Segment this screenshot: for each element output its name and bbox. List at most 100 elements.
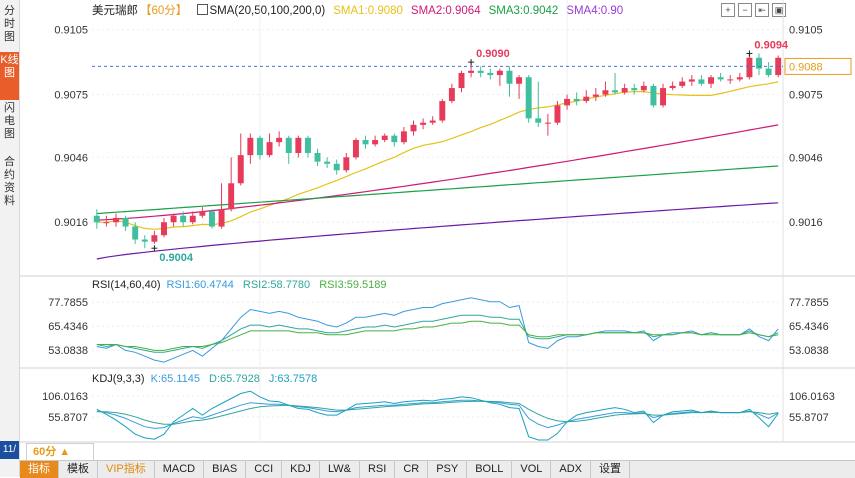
candle-body [420,122,427,125]
rsi-y-tick-left: 77.7855 [48,297,88,309]
candle-body [717,77,724,80]
candle-body [285,137,292,153]
y-tick-left: 0.9016 [54,217,88,229]
sma2-line [96,124,779,221]
tab-7[interactable]: LW& [320,461,360,478]
candle-body [132,226,139,240]
sma3-line [96,165,779,215]
candle-body [343,157,350,171]
candle-body [103,222,110,224]
candle-body [468,70,475,73]
back-icon[interactable]: ⇤ [755,3,769,17]
candle-body [765,68,772,76]
candle-body [477,70,484,73]
price-panel: 0.9105 0.9105 0.9075 0.9075 0.9046 0.9046 0.90… [54,25,852,264]
y-tick-right: 0.9046 [789,152,823,164]
y-tick-right: 0.9105 [789,25,823,37]
j-value: J:63.7578 [268,373,318,385]
sma2-value: SMA2:0.9064 [410,5,481,17]
candle-body [708,77,714,84]
rsi-y-tick-right: 53.0838 [789,345,829,357]
tab-11[interactable]: BOLL [467,461,513,478]
candle-body [679,81,686,86]
candle-body [660,88,667,106]
rsi-y-tick-right: 77.7855 [789,297,829,309]
candle-body [237,155,244,184]
candle-body [314,152,321,162]
extreme-label: 0.9090 [476,48,510,60]
tab-4[interactable]: BIAS [204,461,247,478]
last-price-label: 0.9088 [789,61,823,73]
candle-body [247,137,254,156]
candle-body [295,137,302,153]
candle-body [448,88,455,102]
rsi-header: RSI(14,60,40) RSI1:60.4744 RSI2:58.7780 … [92,279,387,291]
tab-2[interactable]: VIP指标 [98,461,155,478]
candle-body [93,215,100,223]
candle-body [698,79,705,84]
k-value: K:65.1145 [150,373,200,385]
tab-8[interactable]: RSI [360,461,396,478]
tab-6[interactable]: KDJ [282,461,320,478]
candle-body [218,209,225,227]
candle-body [410,124,417,132]
candle-body [372,140,379,145]
candle-body [352,140,359,158]
extreme-label: 0.9094 [754,39,789,51]
candle-body [151,235,158,242]
candle-body [602,90,609,95]
candle-body [362,140,369,145]
sma1-line [96,81,779,230]
y-tick-left: 0.9046 [54,152,88,164]
rsi-rsi3-line [96,320,779,351]
candle-body [113,217,119,223]
candle-body [688,79,695,82]
tab-10[interactable]: PSY [428,461,468,478]
rsi-rsi1-line [96,297,779,363]
kdj-y-tick-right: 55.8707 [789,412,829,424]
candle-body [256,137,263,156]
zoom-in-icon[interactable]: + [721,3,735,17]
rsi-title: RSI(14,60,40) [92,279,161,291]
candle-body [756,57,762,69]
candle-body [583,96,590,102]
tab-5[interactable]: CCI [246,461,283,478]
candle-body [640,85,647,91]
sma-indicator-label: SMA(20,50,100,200,0) [209,5,326,17]
tab-3[interactable]: MACD [155,461,205,478]
sidebar-item-timeshare[interactable]: 分时图 [4,5,15,43]
sidebar-item-flash[interactable]: 闪电图 [4,102,15,140]
candle-body [458,72,465,89]
period-selector[interactable]: 60分 ▲ [26,443,94,461]
rsi-panel: 77.7855 77.7855 65.4346 65.4346 53.0838 53.08… [48,297,829,363]
candle-body [669,85,676,89]
tab-12[interactable]: VOL [512,461,552,478]
zoom-out-icon[interactable]: − [738,3,752,17]
indicator-tabs: 指标 模板 VIP指标 MACD BIAS CCI KDJ LW& RSI CR PSY BOLL VO… [20,460,855,478]
candle-body [161,222,167,236]
y-tick-left: 0.9075 [54,90,88,102]
y-tick-right: 0.9075 [789,90,823,102]
sidebar-item-contract-info[interactable]: 合约资料 [4,156,15,207]
candle-body [391,135,398,143]
candle-body [650,85,657,106]
candle-body [189,215,196,223]
chart-area[interactable]: 0.9105 0.9105 0.9075 0.9075 0.9046 0.9046 0.90… [0,0,855,443]
candle-body [324,161,331,164]
tab-0[interactable]: 指标 [20,461,59,478]
sidebar-item-kline[interactable]: K线图 [0,52,19,100]
candle-body [439,101,446,121]
sma-icon [196,4,208,15]
tab-9[interactable]: CR [395,461,429,478]
y-tick-left: 0.9105 [54,25,88,37]
candle-body [554,105,561,123]
tab-14[interactable]: 设置 [591,461,630,478]
tab-13[interactable]: ADX [551,461,591,478]
candle-body [535,118,542,123]
sma4-value: SMA4:0.90 [566,5,624,17]
kdj-y-tick-left: 106.0163 [42,391,88,403]
candle-body [727,79,734,81]
candle-body [621,88,628,93]
tab-1[interactable]: 模板 [59,461,98,478]
